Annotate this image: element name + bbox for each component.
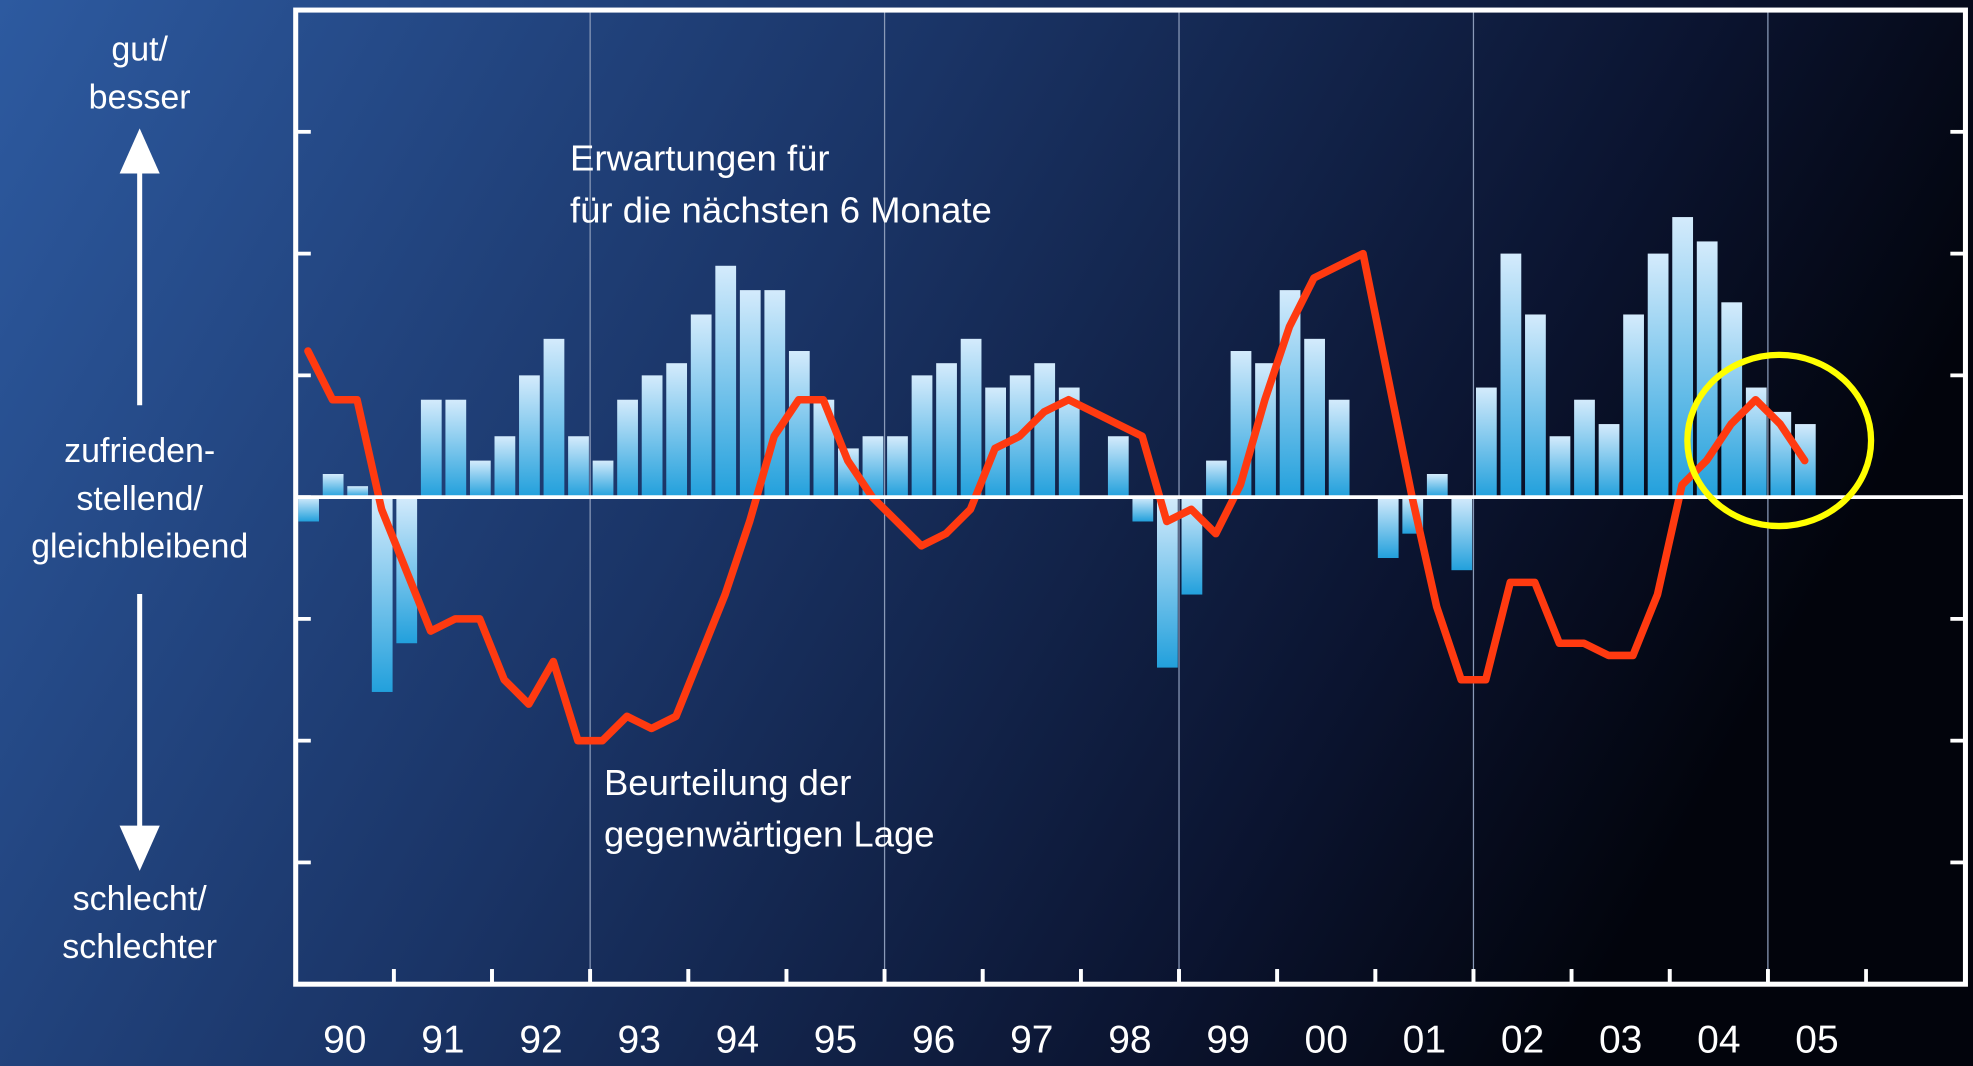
bar: [1304, 338, 1325, 498]
bar: [1475, 387, 1497, 498]
bar: [1255, 363, 1276, 498]
bar: [1156, 497, 1178, 668]
annotation: für die nächsten 6 Monate: [570, 189, 992, 230]
bar: [1721, 302, 1743, 498]
x-tick-label: 92: [519, 1018, 562, 1061]
bar: [1426, 473, 1448, 498]
bar: [1206, 460, 1227, 498]
bar: [1107, 436, 1129, 498]
bar: [739, 290, 761, 498]
x-tick-label: 98: [1108, 1018, 1151, 1061]
bar: [911, 375, 933, 498]
annotation: Erwartungen für: [570, 138, 830, 179]
bar: [887, 436, 908, 498]
bar: [1623, 314, 1644, 498]
bar: [936, 363, 957, 498]
x-tick-label: 91: [421, 1018, 464, 1061]
bar: [469, 460, 491, 498]
x-tick-label: 97: [1010, 1018, 1053, 1061]
bar: [715, 265, 737, 498]
bar: [1647, 253, 1669, 498]
bar: [445, 399, 467, 498]
side-label: schlecht/: [73, 880, 208, 918]
bar: [1574, 399, 1595, 498]
x-tick-label: 93: [618, 1018, 661, 1061]
bar: [1598, 424, 1620, 498]
side-label: stellend/: [76, 480, 203, 518]
bar: [788, 351, 810, 498]
bar: [420, 399, 442, 498]
bar: [1525, 314, 1546, 498]
x-tick-label: 95: [814, 1018, 857, 1061]
x-tick-label: 03: [1599, 1018, 1642, 1061]
bar: [322, 473, 344, 498]
bar: [1132, 497, 1154, 522]
bar: [960, 338, 982, 498]
bar: [1745, 387, 1767, 498]
bar: [592, 460, 614, 498]
side-label: gut/: [111, 31, 168, 69]
highlight-circle: [1684, 351, 1875, 530]
bar: [690, 314, 712, 498]
bar: [641, 375, 663, 498]
bar: [519, 375, 540, 498]
bar: [666, 363, 688, 498]
x-tick-label: 01: [1403, 1018, 1446, 1061]
x-tick-label: 04: [1697, 1018, 1740, 1061]
bar: [1696, 241, 1718, 498]
bar: [1034, 363, 1056, 498]
side-label: gleichbleibend: [31, 528, 248, 566]
bar: [1451, 497, 1473, 571]
bar: [1058, 387, 1080, 498]
x-tick-label: 99: [1206, 1018, 1249, 1061]
bar: [298, 497, 319, 522]
bar: [494, 436, 516, 498]
x-tick-label: 90: [323, 1018, 366, 1061]
bar: [371, 497, 393, 692]
side-label: zufrieden-: [64, 432, 215, 470]
bar: [1377, 497, 1399, 559]
x-tick-label: 96: [912, 1018, 955, 1061]
x-tick-label: 94: [716, 1018, 759, 1061]
x-tick-label: 05: [1795, 1018, 1838, 1061]
bar: [1181, 497, 1203, 595]
bar: [1328, 399, 1350, 498]
bar: [1549, 436, 1571, 498]
bar: [838, 448, 859, 498]
bar: [862, 436, 884, 498]
annotation: Beurteilung der: [604, 762, 851, 803]
side-label: schlechter: [62, 928, 217, 966]
x-tick-label: 00: [1305, 1018, 1348, 1061]
plot-frame: [293, 7, 1968, 987]
bar: [1500, 253, 1522, 498]
bar: [568, 436, 589, 498]
annotation: gegenwärtigen Lage: [604, 814, 935, 855]
bar: [543, 338, 565, 498]
line: [304, 249, 1809, 745]
x-tick-label: 02: [1501, 1018, 1544, 1061]
side-label: besser: [89, 78, 191, 116]
bar: [617, 399, 638, 498]
bar: [347, 486, 369, 498]
